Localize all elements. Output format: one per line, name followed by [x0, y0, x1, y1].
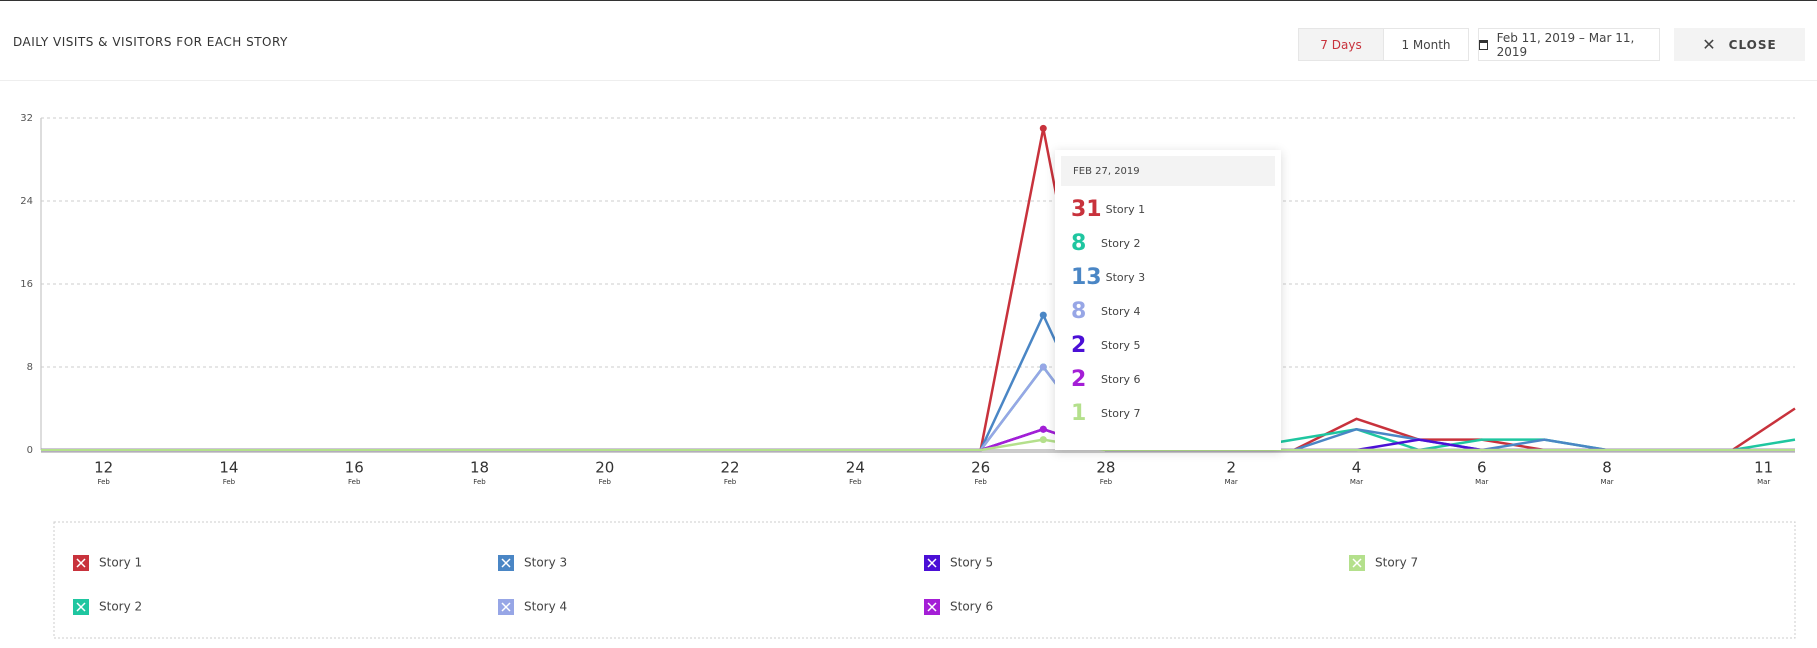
y-tick-label: 24: [20, 196, 33, 207]
y-tick-label: 32: [20, 113, 33, 124]
x-tick-label: 11: [1754, 459, 1773, 477]
header: DAILY VISITS & VISITORS FOR EACH STORY 7…: [0, 0, 1817, 81]
tooltip-row: 8 Story 4: [1055, 294, 1281, 328]
x-tick-sublabel: Feb: [724, 478, 737, 486]
x-tick-sublabel: Feb: [348, 478, 361, 486]
tooltip-value: 1: [1071, 400, 1087, 426]
legend-label: Story 1: [99, 556, 142, 570]
legend-x: [927, 602, 937, 612]
tooltip-row: 1 Story 7: [1055, 396, 1281, 430]
x-tick-label: 6: [1477, 459, 1487, 477]
point: [1039, 363, 1047, 371]
legend-x: [501, 602, 511, 612]
x-tick-sublabel: Feb: [849, 478, 862, 486]
x-tick-sublabel: Mar: [1350, 478, 1363, 486]
x-tick-label: 20: [595, 459, 614, 477]
series-line: [41, 364, 1795, 452]
range-button[interactable]: 1 Month: [1383, 28, 1469, 61]
legend-x: [76, 558, 86, 568]
point: [1039, 124, 1047, 132]
legend-label: Story 6: [950, 600, 993, 614]
legend-label: Story 7: [1375, 556, 1418, 570]
tooltip-value: 13: [1071, 264, 1102, 290]
x-tick-sublabel: Mar: [1757, 478, 1770, 486]
y-tick-label: 0: [27, 445, 33, 456]
tooltip-name: Story 7: [1101, 406, 1141, 420]
tooltip-row: 8 Story 2: [1055, 226, 1281, 260]
point: [1039, 436, 1047, 444]
legend-box: [53, 521, 1796, 639]
tooltip-row: 31 Story 1: [1055, 192, 1281, 226]
x-tick-sublabel: Feb: [1100, 478, 1113, 486]
legend-x: [76, 602, 86, 612]
tooltip-value: 8: [1071, 230, 1087, 256]
x-tick-label: 4: [1352, 459, 1362, 477]
y-tick-label: 16: [20, 279, 33, 290]
tooltip-name: Story 4: [1101, 304, 1141, 318]
legend-label: Story 5: [950, 556, 993, 570]
tooltip-row: 2 Story 5: [1055, 328, 1281, 362]
x-tick-sublabel: Feb: [599, 478, 612, 486]
x-tick-sublabel: Mar: [1475, 478, 1488, 486]
series-line: [41, 128, 1796, 452]
legend-label: Story 3: [524, 556, 567, 570]
date-range: Feb 11, 2019 – Mar 11, 2019: [1496, 30, 1635, 59]
header-title: DAILY VISITS & VISITORS FOR EACH STORY: [13, 35, 288, 49]
x-tick-sublabel: Mar: [1225, 478, 1238, 486]
x-tick-label: 12: [94, 459, 113, 477]
x-tick-sublabel: Feb: [223, 478, 236, 486]
x-tick-label: 28: [1096, 459, 1115, 477]
point: [1039, 425, 1047, 433]
tooltip-value: 8: [1071, 298, 1087, 324]
tooltip-name: Story 5: [1101, 338, 1141, 352]
x-tick-sublabel: Mar: [1600, 478, 1613, 486]
x-tick-label: 18: [470, 459, 489, 477]
close-label: CLOSE: [1728, 37, 1777, 52]
legend-x: [1352, 558, 1362, 568]
x-tick-label: 16: [345, 459, 364, 477]
x-tick-label: 2: [1226, 459, 1236, 477]
range-button[interactable]: 7 Days: [1298, 28, 1384, 61]
tooltip-row: 13 Story 3: [1055, 260, 1281, 294]
tooltip-value: 31: [1071, 196, 1102, 222]
tooltip-name: Story 1: [1105, 202, 1146, 216]
tooltip-value: 2: [1071, 332, 1087, 358]
y-tick-label: 8: [27, 362, 33, 373]
tooltip-name: Story 6: [1101, 372, 1141, 386]
series-line: [41, 438, 1795, 452]
series-line: [41, 364, 1796, 452]
x-tick-sublabel: Feb: [473, 478, 486, 486]
legend-x: [927, 558, 937, 568]
tooltip-row: 2 Story 6: [1055, 362, 1281, 396]
tooltip-name: Story 3: [1105, 270, 1146, 284]
close-button[interactable]: ✕ CLOSE: [1674, 28, 1805, 61]
close-icon: ✕: [1702, 35, 1717, 54]
calendar-icon: [1479, 39, 1488, 50]
tooltip-header: FEB 27, 2019: [1061, 156, 1275, 186]
legend-label: Story 2: [99, 600, 142, 614]
x-tick-label: 24: [846, 459, 865, 477]
series-line: [41, 312, 1795, 452]
x-tick-label: 26: [971, 459, 990, 477]
x-tick-sublabel: Feb: [974, 478, 987, 486]
legend-x: [501, 558, 511, 568]
legend-label: Story 4: [524, 600, 567, 614]
x-tick-label: 22: [721, 459, 740, 477]
tooltip-name: Story 2: [1101, 236, 1141, 250]
x-tick-sublabel: Feb: [97, 478, 110, 486]
point: [1039, 311, 1047, 319]
tooltip-value: 2: [1071, 366, 1087, 392]
tooltip-rows: 31 Story 1 8 Story 2 13 Story 3 8 Story 4 2 Story…: [1055, 192, 1281, 430]
date-picker[interactable]: Feb 11, 2019 – Mar 11, 2019: [1478, 28, 1660, 61]
x-tick-label: 8: [1602, 459, 1612, 477]
x-tick-label: 14: [219, 459, 238, 477]
